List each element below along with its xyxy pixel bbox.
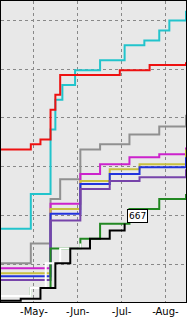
svg-text:-May-: -May- — [20, 306, 48, 317]
svg-text:-Aug-: -Aug- — [152, 306, 179, 317]
svg-text:667: 667 — [129, 211, 146, 221]
svg-text:-Jun-: -Jun- — [66, 306, 90, 317]
svg-text:-Jul-: -Jul- — [112, 306, 132, 317]
